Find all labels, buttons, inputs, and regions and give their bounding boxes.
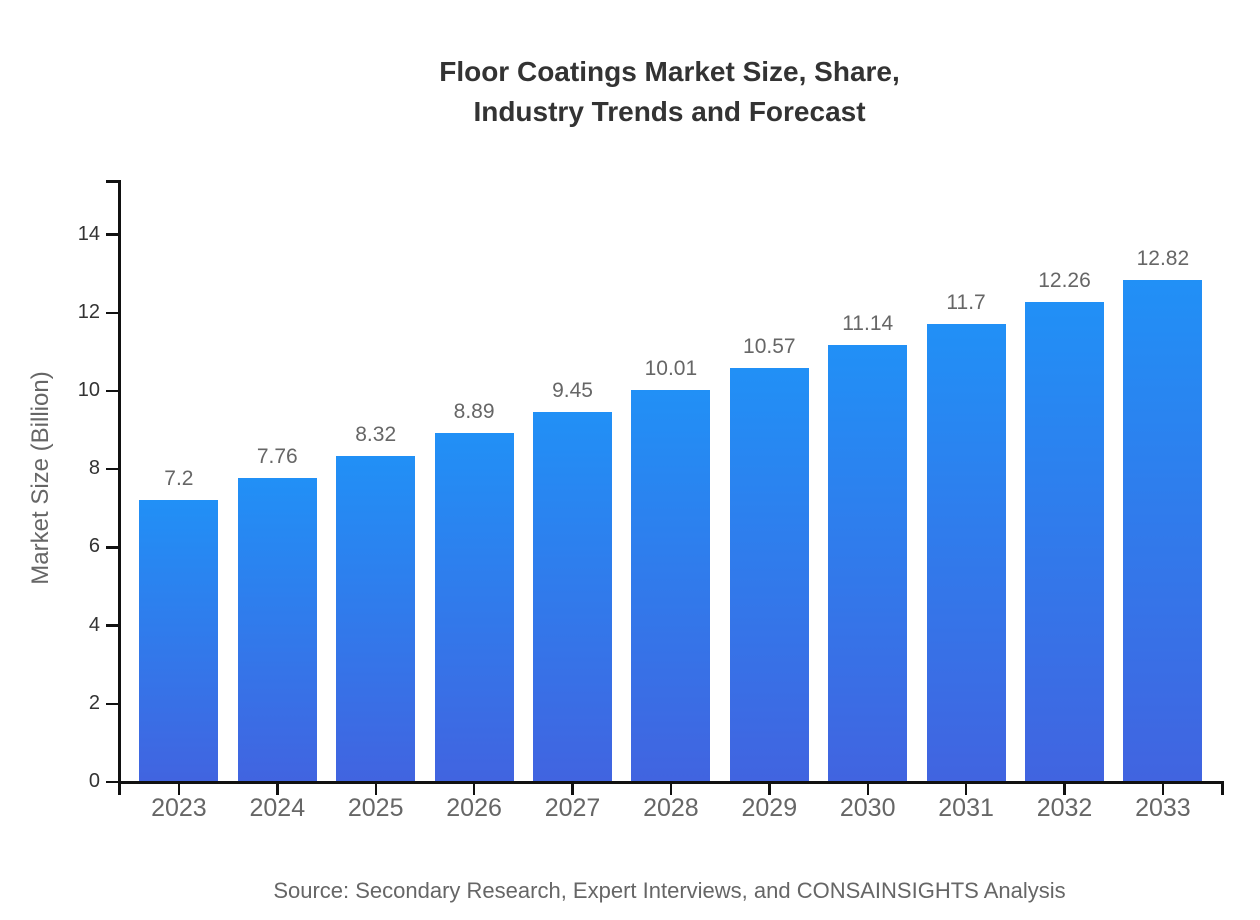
y-axis-tick-label: 6 [88,535,100,558]
bar-2031 [926,323,1006,781]
x-axis-tick [964,781,968,795]
x-axis-tick-label: 2025 [347,794,404,822]
bar-value-label: 10.57 [743,334,796,358]
bar-2030 [828,345,908,781]
y-axis-tick [106,624,118,627]
bar-2033 [1123,279,1203,781]
bar-value-label: 12.82 [1136,246,1190,270]
bar-value-label: 8.32 [355,422,397,446]
bar-2027 [533,411,612,781]
x-axis-tick-label: 2028 [643,794,699,822]
x-axis-tick-label: 2033 [1135,794,1191,822]
y-axis-tick-label: 0 [88,770,100,792]
bar-value-label: 9.45 [552,378,593,402]
x-axis-tick [571,781,574,795]
bar-2032 [1025,301,1104,781]
chart-title-line2: Industry Trends and Forecast [473,96,866,127]
chart-title: Floor Coatings Market Size, Share, Indus… [118,52,1221,132]
y-axis-tick-label: 12 [77,300,100,323]
y-axis-tick-label: 4 [88,613,100,636]
x-axis-tick [276,781,279,795]
y-axis-tick-label: 14 [77,222,100,245]
y-axis-end-tick [106,180,118,183]
x-axis-tick [472,781,476,795]
y-axis-tick [106,233,118,236]
bar-2023 [139,499,219,781]
y-axis-tick [106,702,118,706]
x-axis-tick-label: 2026 [446,794,502,822]
bar-value-label: 11.7 [946,290,986,314]
bar-2025 [336,455,416,781]
bar-value-label: 10.01 [644,356,698,380]
x-axis-tick-label: 2027 [544,794,601,822]
y-axis-tick-label: 2 [88,691,100,714]
x-axis-tick [768,781,771,795]
bar-value-label: 8.89 [453,400,495,424]
x-axis-tick-label: 2030 [839,794,896,822]
x-axis-tick-label: 2032 [1036,794,1093,822]
y-axis-tick [106,311,118,315]
bar-value-label: 12.26 [1038,268,1091,292]
bar-2029 [729,367,809,781]
bar-value-label: 7.2 [164,466,194,490]
x-axis-tick-label: 2029 [741,794,798,822]
x-axis-tick-label: 2031 [938,794,994,822]
x-axis-tick [866,781,869,795]
bar-2028 [631,389,711,781]
bar-value-label: 11.14 [842,312,894,336]
x-axis-end-tick [1221,781,1224,795]
bar-value-label: 7.76 [256,444,298,468]
bar-2026 [434,433,514,781]
x-axis-tick [1063,781,1066,795]
source-note: Source: Secondary Research, Expert Inter… [273,878,1066,903]
chart-title-line1: Floor Coatings Market Size, Share, [439,56,900,87]
y-axis-tick-label: 8 [88,457,100,480]
y-axis-tick [106,389,118,393]
y-axis-line [118,180,121,795]
x-axis-tick [669,781,673,795]
x-axis-tick [177,781,181,795]
x-axis-tick-label: 2024 [249,794,306,822]
x-axis-tick-label: 2023 [151,794,207,822]
x-axis-tick [374,781,377,795]
y-axis-tick-label: 10 [77,379,100,401]
y-axis-tick [106,467,118,471]
x-axis-tick [1161,781,1165,795]
bar-2024 [237,477,317,781]
y-axis-tick [106,546,118,549]
y-axis-tick [106,780,118,784]
